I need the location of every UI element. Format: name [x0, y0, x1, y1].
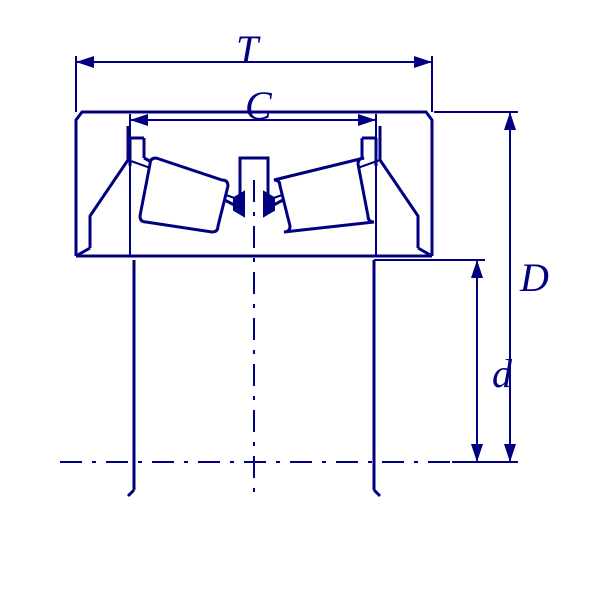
label-C: C	[245, 86, 272, 126]
label-d: d	[492, 354, 512, 394]
label-D: D	[520, 258, 549, 298]
drawing-svg	[0, 0, 600, 600]
label-T: T	[236, 30, 258, 70]
diagram-stage: T C D d	[0, 0, 600, 600]
